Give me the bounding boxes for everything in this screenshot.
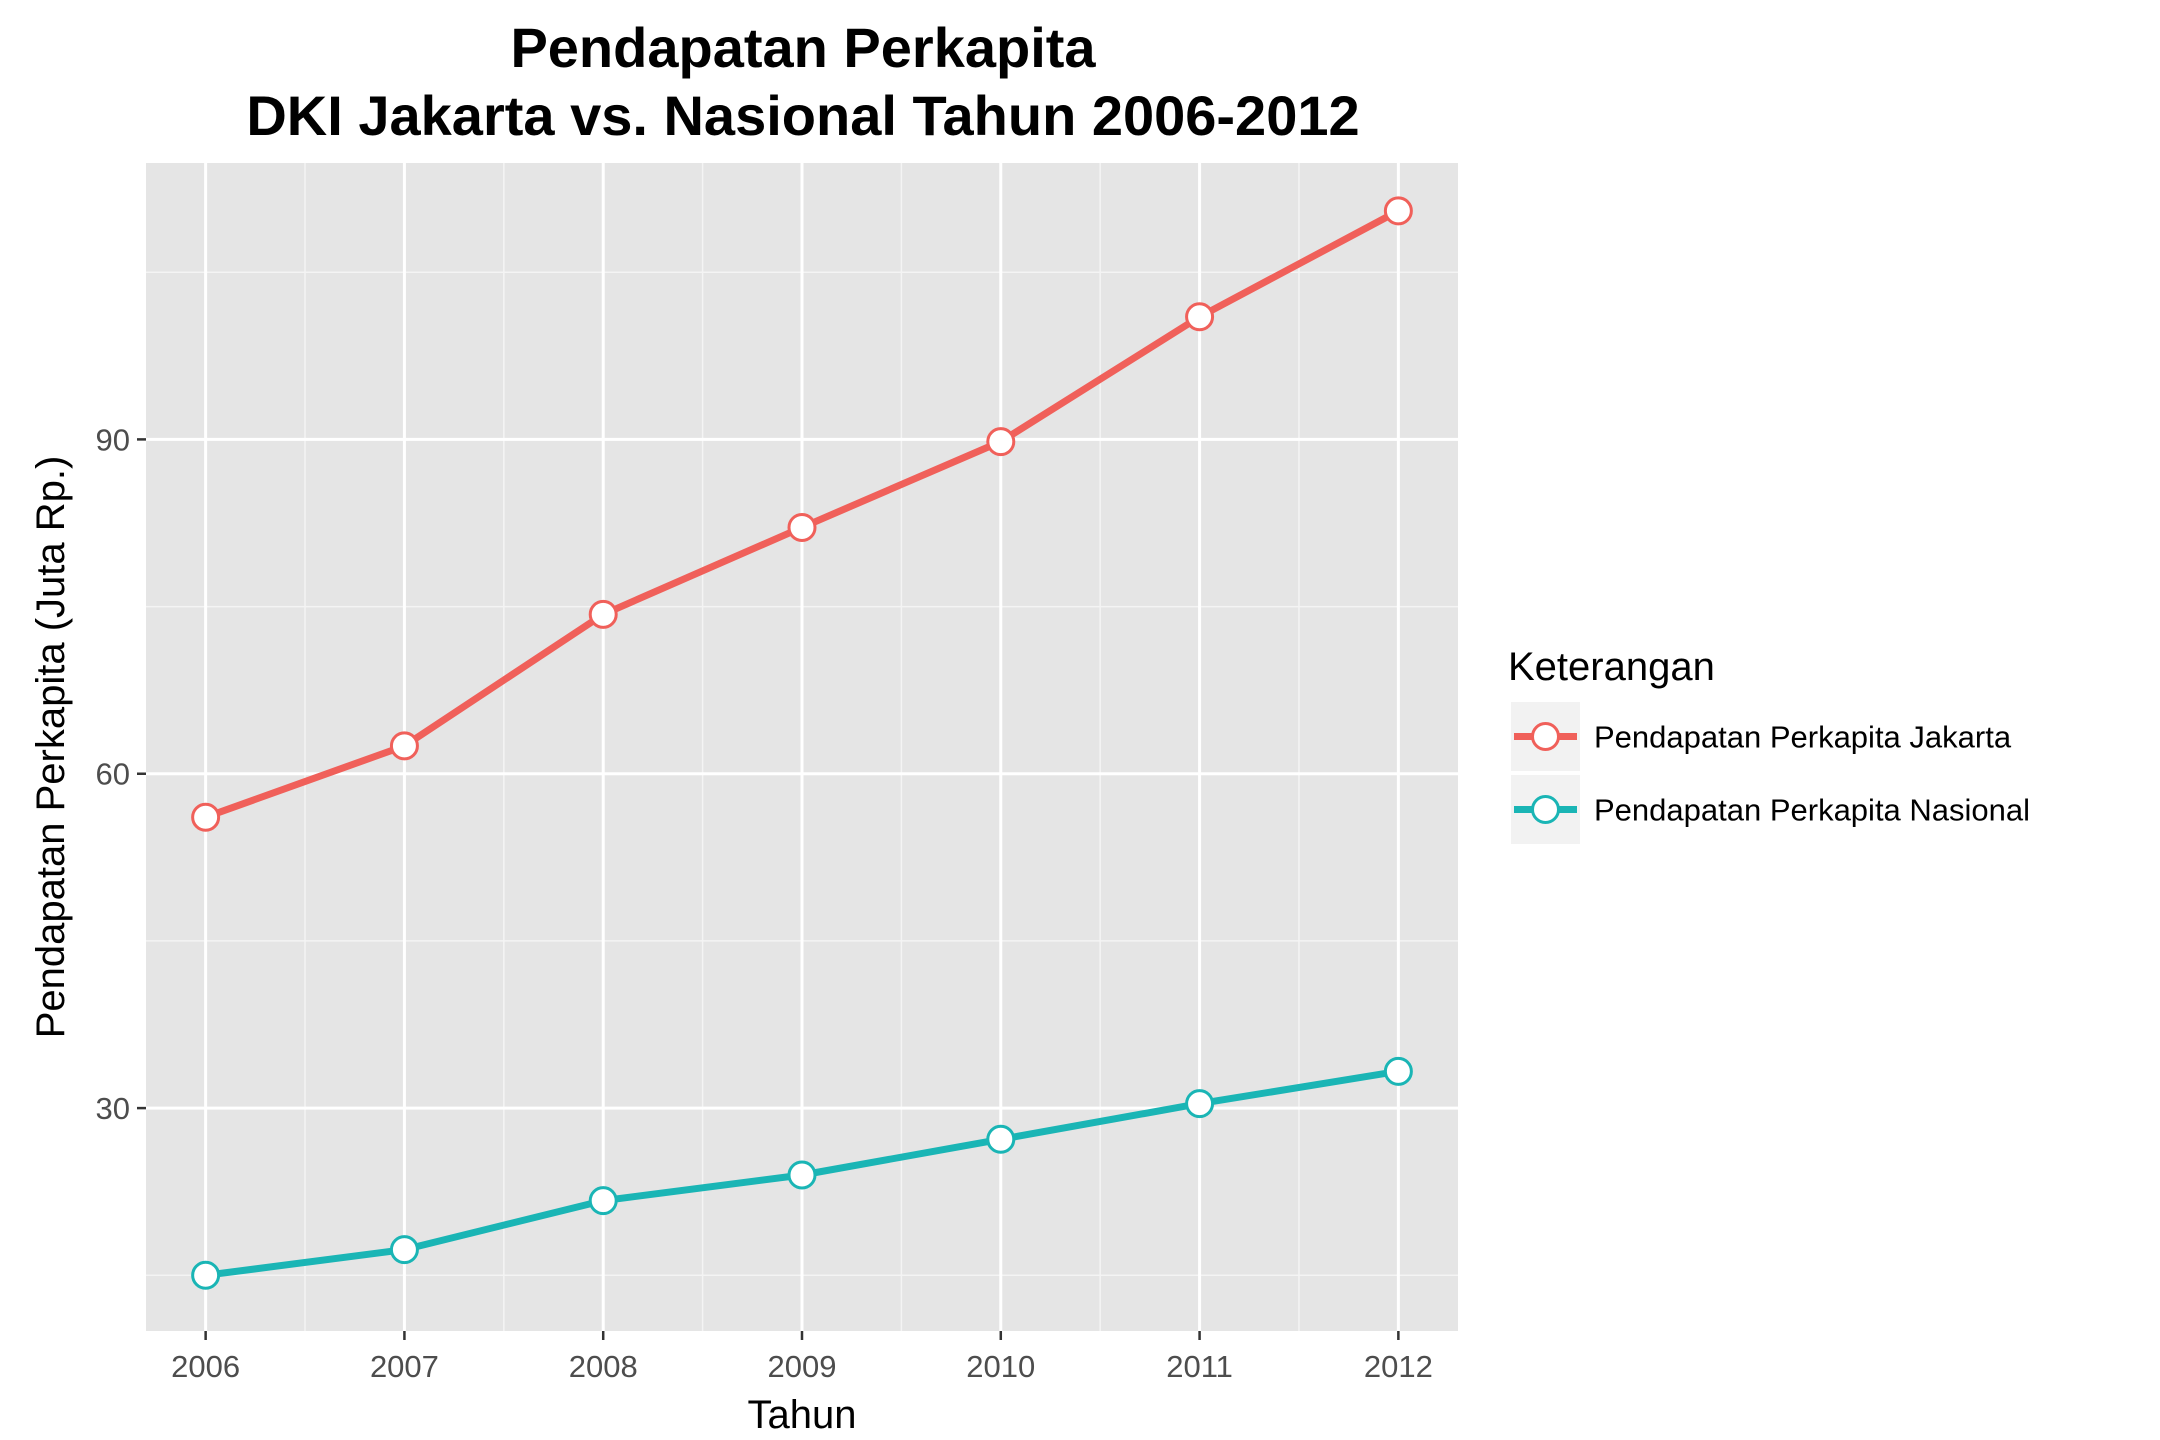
data-point-1-2012 [1383,196,1413,226]
y-axis-title: Pendapatan Perkapita (Juta Rp.) [29,456,73,1039]
data-point-2-2009 [787,1160,817,1190]
data-point-1-2010 [986,427,1016,457]
x-tick-label: 2010 [966,1349,1035,1384]
legend-label-2: Pendapatan Perkapita Nasional [1594,793,2030,828]
legend-label-1: Pendapatan Perkapita Jakarta [1594,720,2012,755]
y-tick-label: 90 [96,422,130,457]
data-point-1-2011 [1185,302,1215,332]
data-point-2-2006 [191,1260,221,1290]
x-tick-label: 2008 [569,1349,638,1384]
x-tick-label: 2007 [370,1349,439,1384]
data-point-2-2007 [389,1235,419,1265]
data-point-1-2007 [389,731,419,761]
data-point-2-2011 [1185,1089,1215,1119]
legend-key-point-1 [1531,722,1560,751]
chart-title-line1: Pendapatan Perkapita [510,16,1096,79]
data-point-2-2012 [1383,1056,1413,1086]
x-tick-label: 2006 [171,1349,240,1384]
x-tick-label: 2009 [768,1349,837,1384]
chart-title-line2: DKI Jakarta vs. Nasional Tahun 2006-2012 [246,84,1359,147]
legend-items: Pendapatan Perkapita Jakarta Pendapatan P… [1511,702,2030,844]
data-point-2-2008 [588,1186,618,1216]
x-tick-label: 2012 [1364,1349,1433,1384]
data-point-1-2009 [787,512,817,542]
x-tick-label: 2011 [1166,1349,1233,1384]
y-tick-label: 60 [96,757,130,792]
legend: Keterangan Pendapatan Perkapita JakartaP… [1508,645,2030,844]
axes: 30 60 90 2006 2007 2008 2009 2010 2011 2012 [96,422,1433,1384]
y-tick-label: 30 [96,1091,130,1126]
series-layer [191,196,1413,1290]
x-axis-title: Tahun [748,1393,857,1437]
legend-title: Keterangan [1508,645,1715,689]
data-point-1-2008 [588,599,618,629]
legend-key-point-2 [1531,795,1560,824]
data-point-2-2010 [986,1124,1016,1154]
data-point-1-2006 [191,802,221,832]
